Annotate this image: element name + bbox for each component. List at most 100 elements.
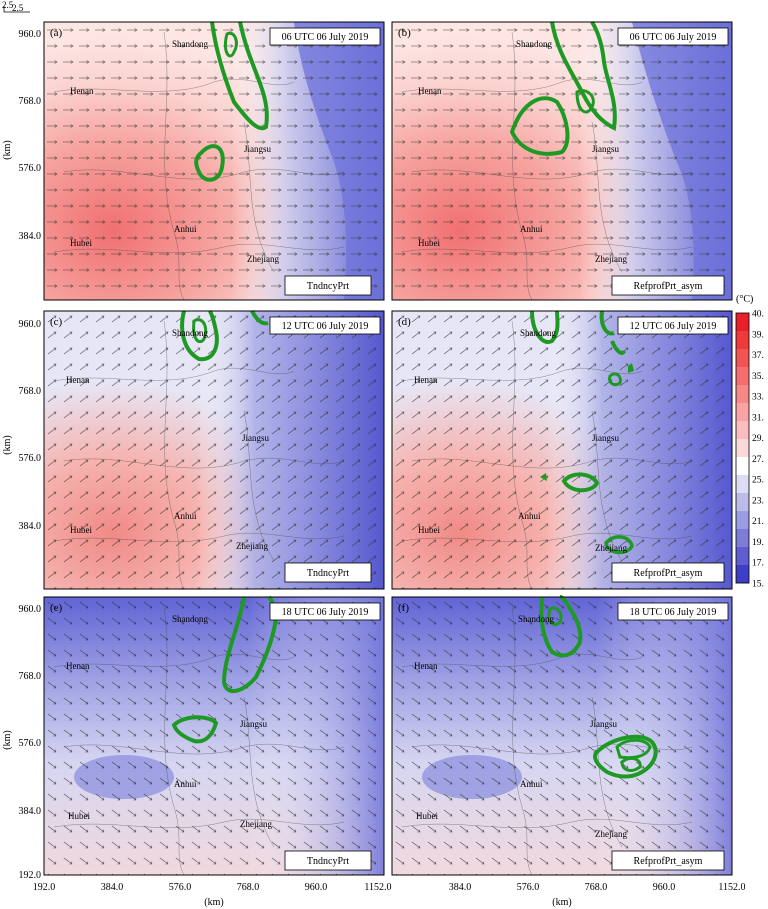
place-label-henan: Henan xyxy=(66,661,90,671)
scheme-label: TndncyPrt xyxy=(307,856,349,867)
place-label-hubei: Hubei xyxy=(418,238,440,248)
colorbar-cell xyxy=(736,403,749,422)
colorbar-tick-label: 33. xyxy=(752,393,764,403)
colorbar-cell xyxy=(736,547,749,566)
x-tick-label: 576.0 xyxy=(517,882,540,893)
panel-letter: (e) xyxy=(50,602,63,614)
place-label-henan: Henan xyxy=(414,375,438,385)
panel-letter: (a) xyxy=(50,27,63,39)
place-label-shandong: Shandong xyxy=(172,39,209,49)
colorbar-tick-label: 39. xyxy=(752,330,764,340)
reflectivity-contour xyxy=(539,595,583,658)
colorbar-tick-label: 17. xyxy=(752,559,764,569)
reflectivity-contour xyxy=(530,310,560,344)
place-label-anhui: Anhui xyxy=(520,224,543,234)
colorbar-cell xyxy=(736,421,749,440)
place-label-zhejiang: Zhejiang xyxy=(595,829,627,839)
y-tick-label: 384.0 xyxy=(19,231,42,242)
wind-vectors xyxy=(44,597,384,875)
x-tick-label: 960.0 xyxy=(653,882,676,893)
place-label-anhui: Anhui xyxy=(174,511,197,521)
place-label-shandong: Shandong xyxy=(172,614,209,624)
place-label-jiangsu: Jiangsu xyxy=(592,433,620,443)
colorbar-cell xyxy=(736,349,749,368)
y-axis-row-1: 960.0 768.0 576.0 384.0 (km) xyxy=(2,29,41,242)
ref-vector-label-top: 2.5 xyxy=(2,0,14,10)
colorbar-cell xyxy=(736,385,749,404)
place-label-anhui: Anhui xyxy=(174,779,197,789)
y-tick-label: 960.0 xyxy=(19,29,42,40)
y-tick-label: 384.0 xyxy=(19,521,42,532)
x-axis-left: 192.0 384.0 576.0 768.0 960.0 1152.0 (km… xyxy=(33,882,392,908)
reflectivity-contour xyxy=(210,21,269,131)
scheme-label: TndncyPrt xyxy=(307,281,349,292)
colorbar-tick-label: 31. xyxy=(752,413,764,423)
colorbar-cell xyxy=(736,529,749,548)
scheme-label: RefprofPrt_asym xyxy=(634,856,703,867)
colorbar-tick-label: 35. xyxy=(752,372,764,382)
y-tick-label: 768.0 xyxy=(19,671,42,682)
colorbar-cell xyxy=(736,475,749,494)
wind-vectors xyxy=(392,597,732,875)
place-label-hubei: Hubei xyxy=(70,525,92,535)
x-tick-label: 384.0 xyxy=(449,882,472,893)
place-label-zhejiang: Zhejiang xyxy=(236,541,268,551)
colorbar-tick-label: 21. xyxy=(752,517,764,527)
y-tick-label: 960.0 xyxy=(19,319,42,330)
x-tick-label: 960.0 xyxy=(305,882,328,893)
x-tick-label: 192.0 xyxy=(33,882,56,893)
place-label-henan: Henan xyxy=(70,86,94,96)
place-label-hubei: Hubei xyxy=(70,238,92,248)
place-label-jiangsu: Jiangsu xyxy=(592,144,620,154)
y-axis-label: (km) xyxy=(2,730,13,749)
colorbar-cell xyxy=(736,367,749,386)
time-stamp: 06 UTC 06 July 2019 xyxy=(630,32,717,43)
place-label-henan: Henan xyxy=(414,661,438,671)
colorbar: (°C) 40. 39. 37. 35. 33. 31. 29. 27. 25. 23. 21. 19… xyxy=(735,294,764,590)
panel-b: Shandong Henan Jiangsu Hubei Anhui Zheji… xyxy=(391,20,733,301)
province-borders xyxy=(401,320,693,590)
x-tick-label: 576.0 xyxy=(169,882,192,893)
scheme-label: TndncyPrt xyxy=(307,568,349,579)
panel-c: Shandong Henan Jiangsu Hubei Anhui Zheji… xyxy=(43,310,385,590)
place-label-hubei: Hubei xyxy=(416,811,438,821)
colorbar-unit: (°C) xyxy=(736,294,753,305)
y-tick-label: 384.0 xyxy=(19,806,42,817)
colorbar-cell xyxy=(736,457,749,476)
panel-letter: (d) xyxy=(398,316,411,328)
panel-f: Shandong Henan Jiangsu Hubei Anhui Zheji… xyxy=(391,595,733,876)
place-label-hubei: Hubei xyxy=(418,525,440,535)
y-axis-row-3: 960.0 768.0 576.0 384.0 192.0 (km) xyxy=(2,604,41,881)
place-label-hubei: Hubei xyxy=(68,811,90,821)
wind-vectors xyxy=(44,22,384,300)
place-label-anhui: Anhui xyxy=(520,779,543,789)
colorbar-tick-label: 40. xyxy=(752,310,764,320)
province-borders xyxy=(53,31,345,301)
place-label-jiangsu: Jiangsu xyxy=(242,433,270,443)
x-tick-label: 768.0 xyxy=(585,882,608,893)
y-tick-label: 576.0 xyxy=(19,453,42,464)
x-axis-label: (km) xyxy=(552,897,571,908)
time-stamp: 18 UTC 06 July 2019 xyxy=(282,607,369,618)
place-label-shandong: Shandong xyxy=(520,328,557,338)
time-stamp: 06 UTC 06 July 2019 xyxy=(282,32,369,43)
panel-letter: (b) xyxy=(398,27,411,39)
province-borders xyxy=(53,320,345,590)
time-stamp: 12 UTC 06 July 2019 xyxy=(282,321,369,332)
colorbar-tick-label: 19. xyxy=(752,538,764,548)
colorbar-cell xyxy=(736,493,749,512)
place-label-henan: Henan xyxy=(66,375,90,385)
x-tick-label: 1152.0 xyxy=(718,882,745,893)
place-label-zhejiang: Zhejiang xyxy=(247,254,279,264)
colorbar-cell xyxy=(736,439,749,458)
y-axis-label: (km) xyxy=(2,435,13,454)
y-tick-label: 576.0 xyxy=(19,738,42,749)
colorbar-cell xyxy=(736,331,749,350)
x-tick-label: 768.0 xyxy=(237,882,260,893)
place-label-anhui: Anhui xyxy=(174,224,197,234)
place-label-zhejiang: Zhejiang xyxy=(595,254,627,264)
y-tick-label: 768.0 xyxy=(19,386,42,397)
reference-vector: 2.5 2.5 xyxy=(2,0,30,13)
colorbar-cell xyxy=(736,511,749,530)
